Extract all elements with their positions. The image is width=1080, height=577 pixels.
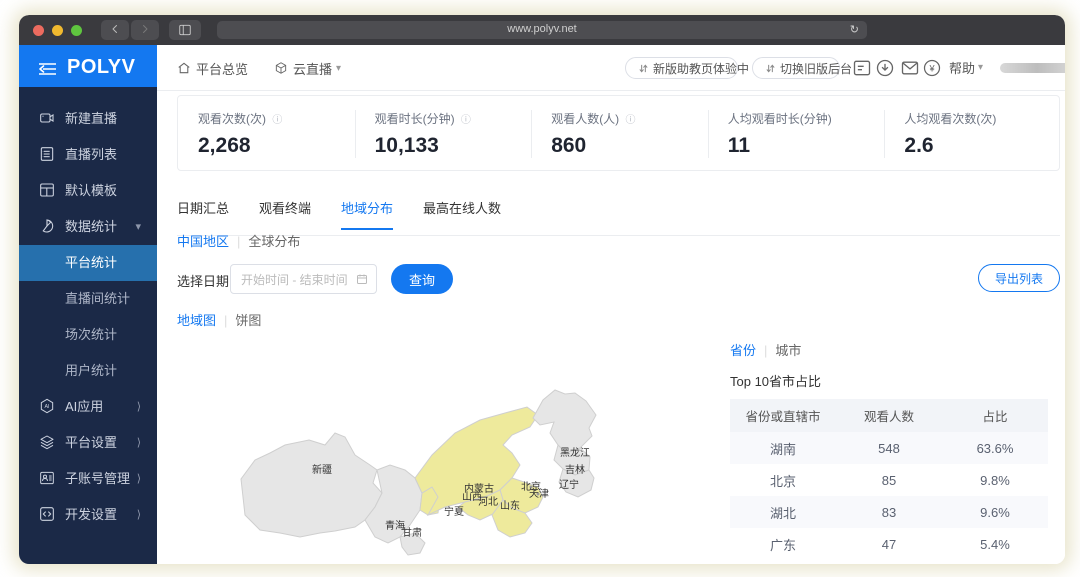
svg-text:¥: ¥ [928, 63, 935, 73]
svg-text:AI: AI [44, 404, 49, 410]
svg-text:河北: 河北 [478, 496, 498, 508]
svg-text:天津: 天津 [529, 488, 549, 500]
svg-text:山东: 山东 [500, 499, 520, 512]
svg-text:新疆: 新疆 [312, 463, 332, 476]
svg-text:辽宁: 辽宁 [559, 478, 579, 491]
svg-text:宁夏: 宁夏 [444, 505, 464, 518]
svg-text:吉林: 吉林 [565, 463, 585, 476]
svg-text:黑龙江: 黑龙江 [560, 446, 590, 459]
svg-text:甘肃: 甘肃 [402, 526, 422, 539]
